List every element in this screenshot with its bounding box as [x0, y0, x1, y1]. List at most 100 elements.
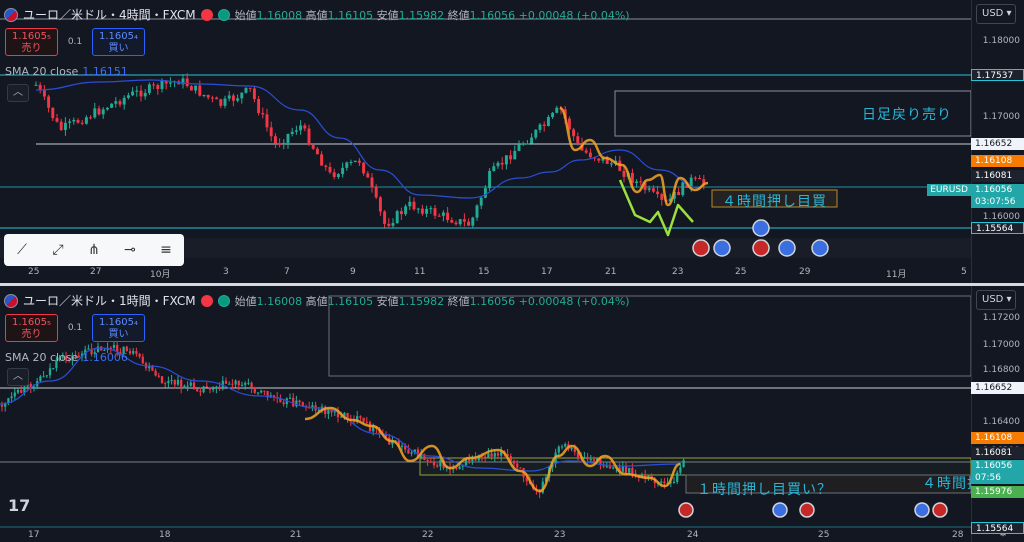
symbol-title[interactable]: ユーロ／米ドル・1時間・FXCM: [23, 294, 196, 308]
parallel-channel-icon[interactable]: ≡: [160, 242, 172, 258]
spread-value: 0.1: [67, 37, 83, 47]
candle-body: [154, 370, 157, 376]
sma-indicator-legend[interactable]: SMA 20 close 1.16151: [5, 65, 128, 78]
candle-body: [97, 108, 101, 115]
buy-button[interactable]: 1.1605₄ 買い: [92, 314, 145, 342]
candle-body: [0, 404, 4, 407]
candle-body: [324, 406, 327, 415]
candle-body: [357, 160, 361, 163]
candle-body: [292, 397, 295, 407]
candle-body: [236, 98, 240, 101]
candle-body: [219, 99, 223, 106]
candle-body: [4, 402, 7, 407]
candle-body: [298, 400, 301, 403]
candle-body: [609, 163, 613, 165]
currency-selector[interactable]: USD ▾: [976, 290, 1016, 310]
candle-body: [477, 455, 480, 461]
symbol-title[interactable]: ユーロ／米ドル・4時間・FXCM: [23, 8, 196, 22]
price-plot-4h[interactable]: [0, 0, 971, 283]
candle-body: [399, 211, 403, 215]
ray-icon[interactable]: ⤢: [52, 242, 64, 258]
candle-body: [205, 386, 208, 388]
price-tag: 1.16081: [971, 447, 1024, 459]
candle-body: [320, 154, 324, 166]
candle-body: [223, 98, 227, 106]
candle-body: [576, 452, 580, 458]
trade-panel: 1.1605₅ 売り 0.1 1.1605₄ 買い: [5, 314, 145, 342]
time-axis-label: 25: [735, 267, 747, 277]
price-tag: 1.16081: [971, 170, 1024, 182]
candle-body: [202, 386, 205, 393]
candle-body: [660, 194, 664, 200]
pitchfork-icon[interactable]: ⋔: [88, 242, 100, 258]
candle-body: [512, 460, 516, 464]
candle-body: [483, 188, 487, 198]
price-scale-4h[interactable]: USD ▾ 1.18000 1.17000 1.16000 1.17537 1.1665…: [971, 0, 1024, 283]
candle-body: [160, 376, 164, 384]
candle-body: [76, 119, 80, 123]
price-axis-label: 1.17000: [982, 340, 1020, 350]
candle-body: [181, 78, 185, 85]
candle-body: [61, 356, 64, 358]
candle-body: [240, 92, 244, 99]
price-tag: 03:07:56: [971, 196, 1024, 208]
time-axis-label: 11月: [886, 270, 907, 280]
candle-body: [541, 481, 544, 493]
trend-line-icon[interactable]: ⟋: [17, 242, 27, 258]
candle-body: [525, 477, 528, 482]
candle-body: [602, 465, 605, 467]
trade-panel: 1.1605₅ 売り 0.1 1.1605₄ 買い: [5, 28, 145, 56]
candle-body: [493, 453, 496, 457]
sma-indicator-legend[interactable]: SMA 20 close 1.16006: [5, 351, 128, 364]
candle-body: [567, 118, 571, 130]
collapse-legend-button[interactable]: ︿: [7, 84, 29, 102]
candle-body: [141, 356, 144, 364]
candle-body: [199, 391, 202, 393]
legend-header-4h: ユーロ／米ドル・4時間・FXCM 始値1.16008 高値1.16105 安値1…: [4, 6, 630, 23]
chart-pane-4h[interactable]: ユーロ／米ドル・4時間・FXCM 始値1.16008 高値1.16105 安値1…: [0, 0, 1024, 283]
sell-button[interactable]: 1.1605₅ 売り: [5, 28, 58, 56]
collapse-legend-button[interactable]: ︿: [7, 368, 29, 386]
candle-body: [353, 160, 357, 163]
candle-body: [261, 112, 265, 115]
green-path-drawing: [618, 179, 694, 237]
candle-body: [681, 182, 685, 196]
candle-body: [458, 466, 461, 469]
candle-body: [139, 90, 143, 97]
candle-body: [196, 389, 199, 392]
tradingview-logo: 17: [8, 496, 31, 515]
horizontal-ray-icon[interactable]: ⊸: [124, 242, 136, 258]
candle-body: [682, 460, 685, 468]
chart-pane-1h[interactable]: ユーロ／米ドル・1時間・FXCM 始値1.16008 高値1.16105 安値1…: [0, 286, 1024, 542]
pane-divider[interactable]: [0, 283, 1024, 286]
candle-body: [42, 90, 46, 97]
candle-body: [295, 400, 298, 407]
time-axis-label: 15: [478, 267, 490, 277]
symbol-tag: EURUSD: [927, 184, 971, 196]
price-plot-1h[interactable]: [0, 286, 971, 542]
sell-button[interactable]: 1.1605₅ 売り: [5, 314, 58, 342]
time-axis-label: 23: [672, 267, 684, 277]
buy-button[interactable]: 1.1605₄ 買い: [92, 28, 145, 56]
economic-event-icon: [799, 502, 815, 518]
eur-usd-flag-icon: [4, 7, 18, 22]
legend-header-1h: ユーロ／米ドル・1時間・FXCM 始値1.16008 高値1.16105 安値1…: [4, 292, 630, 309]
candle-body: [263, 390, 266, 392]
candle-body: [228, 383, 231, 385]
candle-body: [256, 392, 260, 394]
price-tag: 1.15564: [971, 522, 1024, 534]
candle-body: [362, 417, 365, 422]
candle-body: [176, 380, 180, 385]
candle-body: [157, 375, 160, 377]
market-status-icon: [217, 8, 230, 21]
resistance-zone-box: [614, 90, 971, 137]
time-axis-label: 18: [159, 530, 171, 540]
currency-selector[interactable]: USD ▾: [976, 4, 1016, 24]
candle-body: [132, 351, 135, 354]
candle-body: [215, 97, 219, 100]
candle-body: [282, 402, 285, 405]
candle-body: [138, 353, 141, 357]
candle-body: [551, 112, 555, 118]
candle-body: [148, 366, 151, 369]
price-scale-1h[interactable]: USD ▾ ⚙ 1.172001.170001.168001.164001.16…: [971, 286, 1024, 542]
